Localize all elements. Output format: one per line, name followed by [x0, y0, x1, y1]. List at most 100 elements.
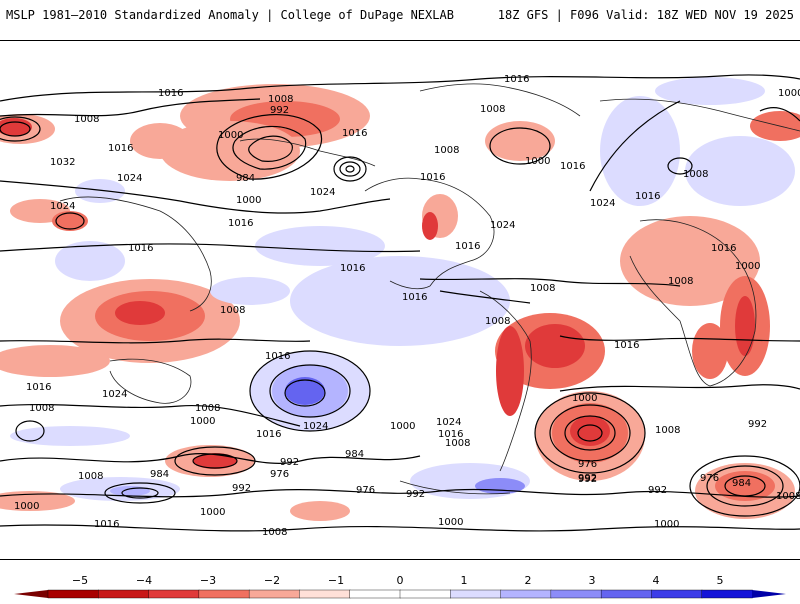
- colorbar-swatch: [701, 589, 753, 599]
- isobar-label: 1000: [200, 507, 225, 518]
- colorbar-swatch: [248, 589, 301, 599]
- isobar-label: 1008: [668, 276, 693, 287]
- colorbar-tick: −4: [136, 574, 152, 587]
- isobar-label: 992: [578, 473, 597, 484]
- isobars: [0, 74, 800, 532]
- isobar-label: 1000: [190, 416, 215, 427]
- isobar-label: 976: [578, 459, 597, 470]
- isobar-label: 1024: [490, 220, 515, 231]
- isobar-label: 1000: [236, 195, 261, 206]
- isobar-label: 1016: [108, 143, 133, 154]
- isobar-label: 1016: [504, 74, 529, 85]
- isobar-label: 1016: [438, 429, 463, 440]
- isobar-label: 1008: [29, 403, 54, 414]
- colorbar-tick: −1: [328, 574, 344, 587]
- isobar-label: 992: [406, 489, 425, 500]
- colorbar-svg: −5 −4 −3 −2 −1 0 1 2 3 4 5: [14, 574, 786, 599]
- isobar-label: 984: [732, 478, 751, 489]
- colorbar-tick: 5: [717, 574, 724, 587]
- isobar-label: 1008: [683, 169, 708, 180]
- colorbar-swatch: [399, 589, 451, 599]
- isobar-label: 976: [700, 473, 719, 484]
- map-panel: 1016 1008 992 1000 984 1016 1032 1024 10…: [0, 40, 800, 560]
- isobar-label: 1016: [342, 128, 367, 139]
- isobar-label: 992: [280, 457, 299, 468]
- isobar-label: 1000: [390, 421, 415, 432]
- isobar-label: 1008: [434, 145, 459, 156]
- colorbar-swatch: [550, 589, 602, 599]
- isobar-label: 1016: [614, 340, 639, 351]
- isobar-label: 1016: [265, 351, 290, 362]
- isobar-label: 976: [356, 485, 375, 496]
- isobar-label: 1008: [485, 316, 510, 327]
- isobar-label: 1000: [14, 501, 39, 512]
- colorbar-swatch: [349, 589, 401, 599]
- colorbar-tick: −3: [200, 574, 216, 587]
- isobar-label: 1016: [26, 382, 51, 393]
- isobar-label: 1008: [445, 438, 470, 449]
- colorbar-tick: 3: [589, 574, 596, 587]
- isobar-label: 984: [345, 449, 364, 460]
- isobar-label: 1024: [310, 187, 335, 198]
- isobar-label: 992: [748, 419, 767, 430]
- isobar-label: 1016: [256, 429, 281, 440]
- isobar-label: 976: [270, 469, 289, 480]
- isobar-label: 1016: [560, 161, 585, 172]
- colorbar-swatch: [651, 589, 703, 599]
- colorbar-swatch: [198, 589, 250, 599]
- isobar-label: 984: [150, 469, 169, 480]
- isobar-label: 1016: [340, 263, 365, 274]
- colorbar-swatch: [148, 589, 200, 599]
- colorbar-tick: −2: [264, 574, 280, 587]
- isobar-label: 992: [648, 485, 667, 496]
- isobar-label: 984: [236, 173, 255, 184]
- colorbar-swatch: [47, 589, 99, 599]
- isobar-label: 1024: [102, 389, 127, 400]
- colorbar-tick: 1: [461, 574, 468, 587]
- isobar-label: 1016: [94, 519, 119, 530]
- map-title: MSLP 1981–2010 Standardized Anomaly | Co…: [6, 8, 454, 22]
- isobar-label: 1024: [50, 201, 75, 212]
- isobar-label: 1024: [117, 173, 142, 184]
- model-run-title: 18Z GFS | F096 Valid: 18Z WED NOV 19 202…: [497, 8, 794, 22]
- colorbar-swatch: [600, 589, 653, 599]
- colorbar-ticks: −5 −4 −3 −2 −1 0 1 2 3 4 5: [72, 574, 724, 587]
- isobar-label: 1016: [158, 88, 183, 99]
- isobar-label: 1000: [438, 517, 463, 528]
- isobar-label: 1008: [78, 471, 103, 482]
- colorbar-swatches: [14, 589, 786, 599]
- negative-anomaly-shading: [0, 84, 800, 521]
- isobar-label: 1000: [735, 261, 760, 272]
- isobar-label: 1016: [402, 292, 427, 303]
- isobar-label: 1008: [268, 94, 293, 105]
- colorbar-tick: 0: [397, 574, 404, 587]
- isobar-label: 1000: [654, 519, 679, 530]
- colorbar-tick: 4: [653, 574, 660, 587]
- isobar-label: 1016: [228, 218, 253, 229]
- isobar-label: 992: [270, 105, 289, 116]
- isobar-label: 1016: [420, 172, 445, 183]
- isobar-label: 1000: [778, 88, 800, 99]
- colorbar-swatch: [299, 589, 351, 599]
- isobar-label: 1000: [572, 393, 597, 404]
- isobar-label: 1024: [303, 421, 328, 432]
- isobar-label: 1000: [218, 130, 243, 141]
- isobar-label: 1008: [655, 425, 680, 436]
- isobar-label: 1008: [195, 403, 220, 414]
- isobar-label: 1008: [480, 104, 505, 115]
- isobar-label: 1016: [635, 191, 660, 202]
- isobar-label: 992: [232, 483, 251, 494]
- colorbar-arrow-low: [14, 590, 48, 598]
- coastlines: [59, 83, 800, 495]
- colorbar-tick: 2: [525, 574, 532, 587]
- colorbar-swatch: [98, 589, 150, 599]
- colorbar-swatch: [450, 589, 502, 599]
- colorbar-swatch: [500, 589, 552, 599]
- anomaly-map: 1016 1008 992 1000 984 1016 1032 1024 10…: [0, 74, 800, 538]
- isobar-label: 1008: [530, 283, 555, 294]
- positive-anomaly-shading: [10, 77, 795, 501]
- isobar-label: 1016: [128, 243, 153, 254]
- colorbar: −5 −4 −3 −2 −1 0 1 2 3 4 5: [0, 560, 800, 600]
- isobar-label: 1000: [525, 156, 550, 167]
- isobar-label: 992: [578, 474, 597, 485]
